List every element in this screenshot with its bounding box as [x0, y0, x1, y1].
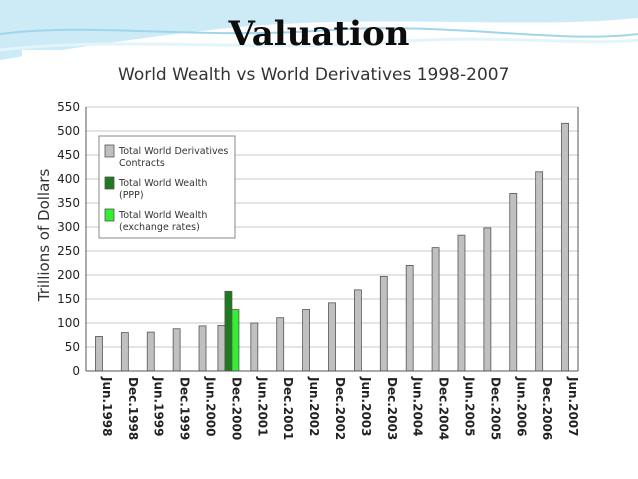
x-tick-label: Dec.2005: [488, 377, 502, 440]
y-tick-label: 250: [57, 244, 80, 258]
chart-panel: World Wealth vs World Derivatives 1998-2…: [22, 50, 606, 476]
y-tick-label: 400: [57, 172, 80, 186]
x-tick-label: Jun.2005: [462, 376, 476, 437]
bar-derivatives: [217, 324, 226, 372]
y-tick-labels: 0 50 100 150 200 250 300 350 400 450 500 550: [57, 100, 80, 378]
x-tick-label: Dec.2003: [385, 377, 399, 440]
bar-derivatives: [509, 192, 518, 372]
bar-derivatives: [561, 122, 569, 372]
chart-title: World Wealth vs World Derivatives 1998-2…: [118, 65, 509, 85]
y-tick-label: 200: [57, 268, 80, 282]
x-tick-labels: Jun.1998 Dec.1998 Jun.1999 Dec.1999 Jun.2000…: [100, 376, 580, 440]
bars: [95, 122, 569, 372]
bar-derivatives: [405, 264, 414, 372]
legend-box: [98, 135, 236, 239]
x-tick-label: Dec.2004: [437, 377, 451, 440]
x-tick-label: Jun.2001: [255, 376, 269, 437]
bar-derivatives: [457, 234, 466, 372]
x-tick-label: Jun.2006: [514, 376, 528, 437]
bar-derivatives: [146, 331, 155, 372]
bar-derivatives: [302, 309, 311, 372]
x-tick-label: Dec.2002: [333, 377, 347, 440]
bar-derivatives: [353, 289, 362, 372]
x-tick-label: Jun.2002: [307, 376, 321, 437]
y-tick-label: 550: [57, 100, 80, 114]
x-tick-label: Jun.2000: [204, 376, 218, 437]
bar-derivatives: [483, 227, 492, 372]
y-tick-label: 500: [57, 124, 80, 138]
y-tick-label: 450: [57, 148, 80, 162]
legend-label: Total World Wealth: [118, 178, 207, 189]
bar-wealth-ppp: [224, 290, 233, 372]
legend-label: (exchange rates): [119, 222, 200, 233]
legend-label: Total World Derivatives: [118, 146, 228, 157]
x-tick-label: Jun.1998: [100, 376, 114, 437]
y-tick-label: 100: [57, 316, 80, 330]
legend-swatch: [104, 176, 115, 190]
bar-derivatives: [535, 171, 544, 372]
bar-derivatives: [276, 317, 285, 372]
y-tick-label: 300: [57, 220, 80, 234]
bar-derivatives: [431, 247, 440, 372]
slide-title: Valuation: [228, 14, 410, 54]
x-tick-label: Jun.2007: [566, 376, 580, 437]
x-tick-label: Jun.1999: [152, 376, 166, 437]
bar-derivatives: [379, 276, 388, 372]
x-tick-label: Dec.1998: [126, 377, 140, 440]
header-swoosh-2: [0, 27, 638, 38]
legend-swatch: [104, 144, 115, 158]
y-tick-label: 150: [57, 292, 80, 306]
bar-derivatives: [172, 328, 181, 372]
bar-derivatives: [250, 322, 259, 372]
bar-derivatives: [120, 332, 129, 372]
x-tick-label: Dec.1999: [178, 377, 192, 440]
x-tick-label: Jun.2004: [411, 376, 425, 437]
x-tick-label: Dec.2000: [229, 377, 243, 440]
x-tick-label: Jun.2003: [359, 376, 373, 437]
x-tick-label: Dec.2006: [540, 377, 554, 440]
chart: World Wealth vs World Derivatives 1998-2…: [35, 65, 580, 440]
bar-derivatives: [328, 302, 336, 372]
legend-label: Contracts: [119, 158, 165, 169]
header-swoosh-3: [0, 37, 638, 52]
y-axis-label: Trillions of Dollars: [35, 169, 53, 303]
y-tick-label: 350: [57, 196, 80, 210]
legend-label: (PPP): [119, 190, 144, 201]
header-swoosh-1: [0, 0, 638, 60]
axes: [85, 107, 579, 372]
y-tick-label: 0: [72, 364, 80, 378]
legend-swatch: [104, 208, 115, 222]
y-tick-label: 50: [65, 340, 80, 354]
legend-label: Total World Wealth: [118, 210, 207, 221]
x-tick-label: Dec.2001: [281, 377, 295, 440]
bar-derivatives: [95, 336, 103, 372]
bar-wealth-exchange: [231, 309, 240, 372]
bar-derivatives: [198, 325, 207, 372]
